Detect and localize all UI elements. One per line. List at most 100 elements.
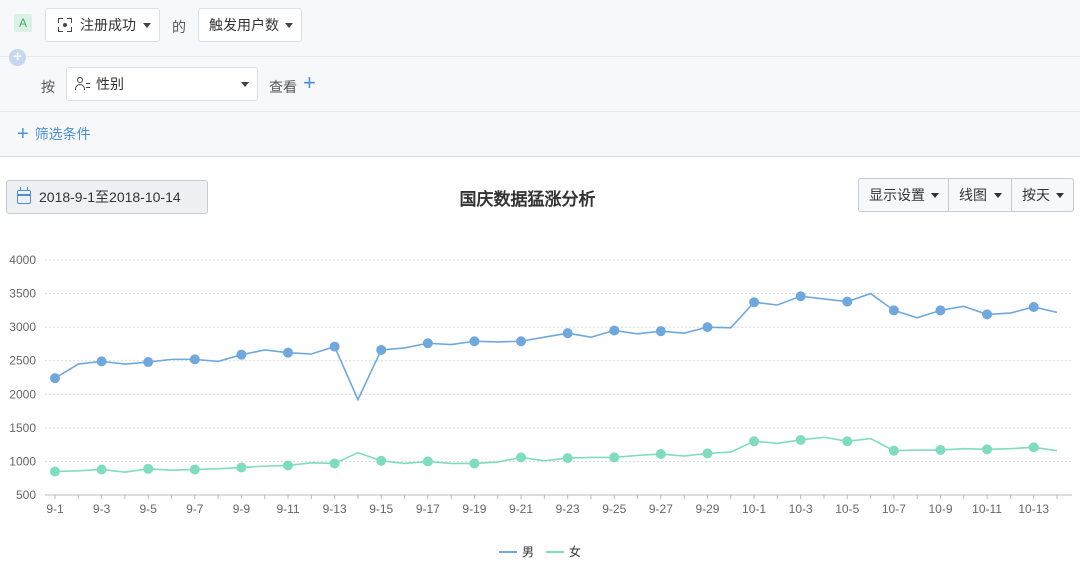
data-point-female [422, 456, 433, 467]
data-point-male [516, 336, 527, 347]
x-tick-label: 9-25 [602, 502, 626, 516]
group-row: 按 性别 查看 + [0, 57, 1080, 112]
data-point-female [702, 448, 713, 459]
by-label: 按 [41, 79, 55, 95]
x-tick-label: 9-21 [509, 502, 533, 516]
data-point-female [329, 458, 340, 469]
x-tick-label: 9-3 [93, 502, 111, 516]
x-tick-label: 9-11 [276, 502, 299, 516]
data-point-male [422, 338, 433, 349]
data-point-female [236, 462, 247, 473]
date-range-picker[interactable]: 2018-9-1至2018-10-14 [6, 180, 208, 214]
x-tick-label: 10-1 [742, 502, 766, 516]
display-settings-label: 显示设置 [869, 187, 925, 203]
x-tick-label: 10-3 [789, 502, 813, 516]
event-select-label: 注册成功 [80, 17, 136, 33]
data-point-male [283, 347, 294, 358]
line-chart: 500 1000 1500 2000 2500 3000 3500 4000 9-1 9-3 9-5… [9, 253, 1072, 516]
x-tick-label: 9-15 [369, 502, 393, 516]
add-filter-button[interactable]: + 筛选条件 [17, 124, 91, 144]
user-attribute-icon [75, 77, 90, 91]
data-point-male [1028, 302, 1039, 312]
chart-type-button[interactable]: 线图 [949, 179, 1012, 211]
data-point-male [795, 291, 806, 302]
x-tick-label: 10-11 [972, 502, 1002, 516]
data-point-female [516, 452, 527, 463]
data-point-male [888, 305, 899, 316]
legend-label-female: 女 [569, 545, 582, 559]
chevron-down-icon [285, 23, 293, 28]
x-tick-label: 9-13 [323, 502, 347, 516]
data-point-female [609, 452, 620, 463]
y-tick-label: 2000 [9, 387, 36, 401]
metric-select-label: 触发用户数 [209, 17, 279, 33]
add-group-icon[interactable]: + [303, 70, 316, 95]
data-point-female [655, 449, 666, 460]
data-point-male [96, 356, 107, 367]
data-point-male [469, 336, 480, 347]
plus-icon: + [17, 123, 29, 145]
chevron-down-icon [931, 193, 939, 198]
legend-swatch-female [546, 550, 564, 553]
y-tick-label: 1500 [9, 421, 36, 435]
data-point-female [50, 466, 60, 477]
data-point-female [283, 460, 294, 471]
data-point-female [143, 463, 154, 474]
chart-type-label: 线图 [959, 187, 987, 203]
y-tick-label: 1000 [9, 454, 36, 468]
data-point-female [376, 455, 387, 466]
x-tick-label: 10-7 [882, 502, 906, 516]
data-point-female [562, 453, 573, 464]
data-point-male [50, 373, 60, 384]
data-point-female [982, 444, 993, 455]
x-tick-label: 9-7 [186, 502, 204, 516]
date-range-label: 2018-9-1至2018-10-14 [39, 189, 181, 205]
chart-controls: 显示设置 线图 按天 [858, 178, 1074, 212]
legend-label-male: 男 [521, 545, 534, 559]
x-tick-label: 9-17 [416, 502, 440, 516]
data-point-female [888, 445, 899, 456]
x-tick-label: 9-29 [695, 502, 719, 516]
data-point-male [562, 328, 573, 339]
x-tick-label: 9-9 [233, 502, 251, 516]
event-icon [58, 18, 72, 32]
metric-badge: A [14, 14, 32, 32]
of-label: 的 [172, 19, 186, 35]
x-tick-label: 9-19 [462, 502, 486, 516]
data-point-female [189, 464, 200, 475]
series-line-male [54, 292, 1058, 402]
analysis-config-panel: A 注册成功 的 触发用户数 + 按 性别 查看 + + 筛选条件 [0, 0, 1080, 157]
data-point-male [609, 325, 620, 336]
data-point-male [329, 341, 340, 352]
filter-row [0, 112, 1080, 157]
chevron-down-icon [143, 23, 151, 28]
data-point-male [749, 297, 760, 308]
data-point-male [702, 322, 713, 333]
data-point-female [1028, 442, 1039, 453]
chart-legend: 男 女 [0, 543, 1080, 560]
chevron-down-icon [994, 193, 1002, 198]
data-point-male [236, 349, 247, 360]
granularity-button[interactable]: 按天 [1012, 179, 1073, 211]
display-settings-button[interactable]: 显示设置 [859, 179, 949, 211]
event-select[interactable]: 注册成功 [45, 8, 160, 42]
data-point-female [96, 464, 107, 475]
data-point-male [655, 326, 666, 337]
metric-select[interactable]: 触发用户数 [198, 8, 302, 42]
add-metric-icon[interactable]: + [9, 49, 26, 66]
group-select[interactable]: 性别 [66, 67, 258, 101]
y-tick-label: 4000 [9, 253, 36, 267]
data-point-male [143, 357, 154, 368]
data-point-male [189, 354, 200, 365]
data-point-female [935, 445, 946, 456]
x-tick-label: 10-9 [928, 502, 952, 516]
x-tick-label: 9-27 [649, 502, 673, 516]
data-point-female [469, 458, 480, 469]
view-label: 查看 [269, 79, 297, 95]
data-point-female [795, 434, 806, 445]
data-point-male [842, 296, 853, 307]
x-tick-label: 10-13 [1018, 502, 1049, 516]
legend-item-male[interactable]: 男 [498, 543, 534, 560]
y-tick-label: 2500 [9, 354, 36, 368]
legend-item-female[interactable]: 女 [546, 543, 581, 560]
